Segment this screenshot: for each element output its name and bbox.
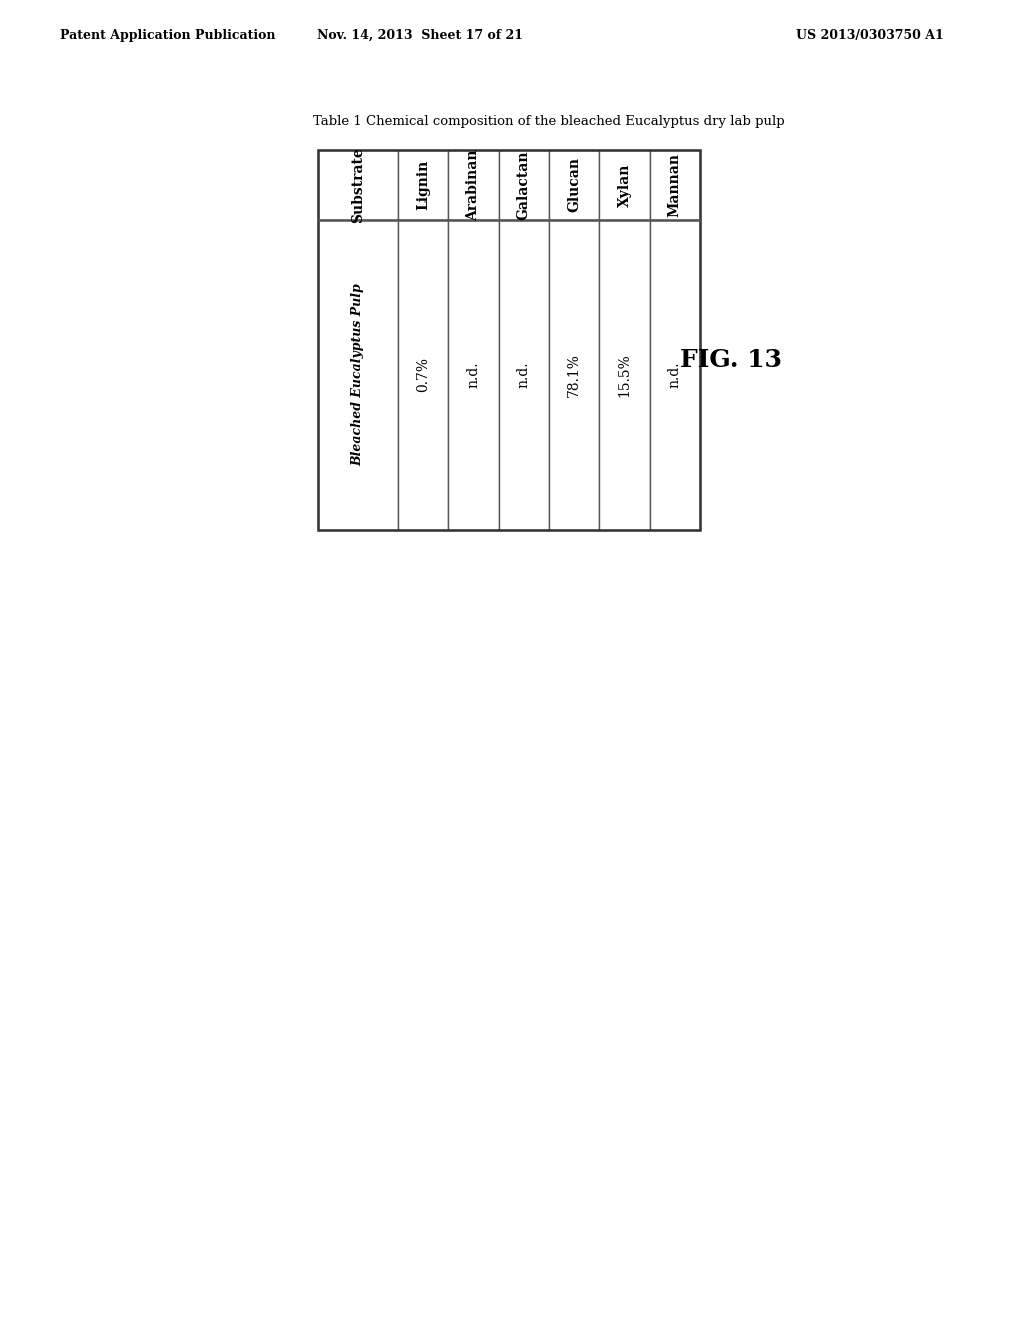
Bar [499, 220, 549, 531]
Text: US 2013/0303750 A1: US 2013/0303750 A1 [796, 29, 944, 41]
Text: Bleached Eucalyptus Pulp: Bleached Eucalyptus Pulp [351, 284, 365, 466]
Text: 78.1%: 78.1% [567, 352, 582, 397]
Text: Substrate: Substrate [351, 147, 365, 223]
Bar [318, 220, 398, 531]
Text: FIG. 13: FIG. 13 [680, 348, 782, 372]
Bar [649, 150, 700, 220]
Bar [549, 150, 599, 220]
Bar [398, 150, 449, 220]
Text: 0.7%: 0.7% [416, 358, 430, 392]
Bar [599, 150, 649, 220]
Text: n.d.: n.d. [467, 362, 480, 388]
Text: Glucan: Glucan [567, 157, 582, 213]
Text: n.d.: n.d. [517, 362, 530, 388]
Text: Table 1 Chemical composition of the bleached Eucalyptus dry lab pulp: Table 1 Chemical composition of the blea… [313, 116, 784, 128]
Text: Xylan: Xylan [617, 164, 632, 207]
Text: Mannan: Mannan [668, 153, 682, 216]
Text: 15.5%: 15.5% [617, 354, 632, 397]
Text: n.d.: n.d. [668, 362, 682, 388]
Bar [649, 220, 700, 531]
Text: Nov. 14, 2013  Sheet 17 of 21: Nov. 14, 2013 Sheet 17 of 21 [317, 29, 523, 41]
Bar [398, 220, 449, 531]
Bar [499, 150, 549, 220]
Bar [549, 220, 599, 531]
Bar [318, 150, 398, 220]
Text: Patent Application Publication: Patent Application Publication [60, 29, 275, 41]
Bar [318, 150, 700, 531]
Bar [449, 220, 499, 531]
Text: Lignin: Lignin [416, 160, 430, 210]
Bar [449, 150, 499, 220]
Text: Galactan: Galactan [517, 150, 530, 219]
Text: Arabinan: Arabinan [467, 149, 480, 220]
Bar [599, 220, 649, 531]
